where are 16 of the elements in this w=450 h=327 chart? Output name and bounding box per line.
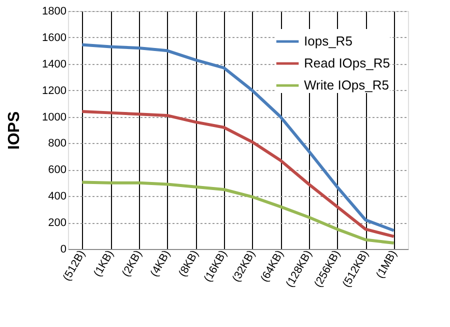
y-tick-label: 1400 [42, 58, 66, 70]
y-tick-label: 1600 [42, 32, 66, 44]
y-axis-title: IOPS [6, 111, 24, 150]
y-tick-label: 200 [48, 217, 66, 230]
line-series [80, 180, 396, 245]
y-tick-label: 1200 [42, 84, 66, 97]
y-tick-label: 1000 [42, 111, 66, 124]
line-series [80, 110, 396, 238]
y-tick-label: 1800 [42, 6, 66, 18]
y-tick-label: 600 [48, 164, 66, 176]
legend-label: Iops_R5 [304, 34, 352, 48]
y-tick-label: 0 [60, 244, 66, 256]
legend-label: Read IOps_R5 [304, 56, 390, 70]
legend-label: Write IOps_R5 [304, 78, 390, 92]
y-tick-label: 400 [48, 190, 66, 203]
y-tick-label: 800 [48, 138, 66, 150]
